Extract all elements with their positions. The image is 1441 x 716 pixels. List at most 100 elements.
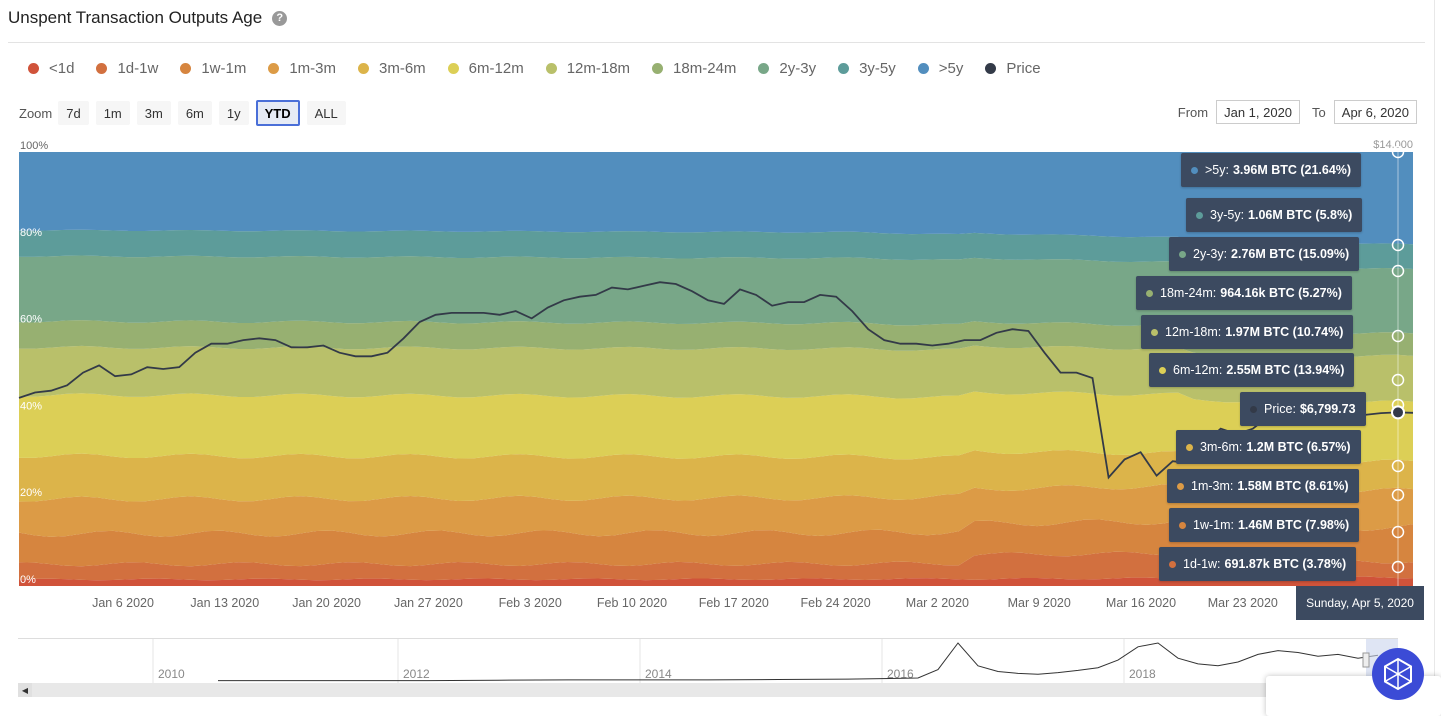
- legend-item[interactable]: 1m-3m: [268, 60, 336, 77]
- area-band->5y[interactable]: [19, 152, 1413, 245]
- area-band-1d-1w[interactable]: [19, 551, 1413, 581]
- tooltip-label: 6m-12m:: [1173, 363, 1223, 377]
- tooltip-value: 1.2M BTC (6.57%): [1246, 440, 1351, 454]
- legend-label: 3m-6m: [379, 60, 426, 77]
- series-tooltip: 1d-1w: 691.87k BTC (3.78%): [1159, 547, 1357, 581]
- x-tick-label: Mar 2 2020: [906, 596, 969, 610]
- area-band-1w-1m[interactable]: [19, 519, 1413, 567]
- legend-item[interactable]: Price: [985, 60, 1041, 77]
- area-band-3y-5y[interactable]: [19, 229, 1413, 270]
- legend-dot-icon: [447, 63, 459, 74]
- to-label: To: [1312, 104, 1326, 120]
- legend-item[interactable]: 1w-1m: [180, 60, 246, 77]
- tooltip-label: 18m-24m:: [1160, 286, 1217, 300]
- tooltip-value: 691.87k BTC (3.78%): [1224, 557, 1347, 571]
- legend-label: 3y-5y: [859, 60, 896, 77]
- tooltip-dot-icon: [1146, 289, 1153, 297]
- zoom-button-3m[interactable]: 3m: [136, 101, 171, 125]
- navigator[interactable]: 2010 2012 2014 2016 2018: [18, 638, 1398, 683]
- y2-tick-label: $14,000: [1373, 139, 1413, 151]
- hover-point-marker: [1391, 373, 1405, 387]
- hover-point-marker: [1391, 525, 1405, 539]
- legend-item[interactable]: 6m-12m: [447, 60, 524, 77]
- legend-item[interactable]: 2y-3y: [758, 60, 816, 77]
- tooltip-dot-icon: [1159, 366, 1166, 374]
- legend-label: 12m-18m: [566, 60, 631, 77]
- series-tooltip: 2y-3y: 2.76M BTC (15.09%): [1169, 237, 1360, 271]
- tooltip-value: 3.96M BTC (21.64%): [1232, 163, 1352, 177]
- tooltip-label: 1w-1m:: [1193, 518, 1234, 532]
- legend-label: 18m-24m: [673, 60, 737, 77]
- series-tooltip: Price: $6,799.73: [1240, 392, 1366, 426]
- legend-item[interactable]: >5y: [917, 60, 963, 77]
- x-tick-label: Feb 24 2020: [800, 596, 870, 610]
- title-divider: [8, 42, 1425, 43]
- tooltip-dot-icon: [1250, 405, 1257, 413]
- zoom-button-all[interactable]: ALL: [306, 101, 346, 125]
- area-band-1m-3m[interactable]: [19, 483, 1413, 537]
- navigator-chart[interactable]: 2010 2012 2014 2016 2018: [18, 639, 1398, 683]
- series-tooltip: 6m-12m: 2.55M BTC (13.94%): [1149, 353, 1355, 387]
- y-tick-label: 60%: [20, 314, 42, 326]
- area-band-2y-3y[interactable]: [19, 255, 1413, 334]
- hover-point-marker: [1391, 329, 1405, 343]
- area-band-12m-18m[interactable]: [19, 345, 1413, 404]
- scroll-left-arrow-icon[interactable]: ◀: [18, 683, 32, 697]
- legend-item[interactable]: <1d: [28, 60, 74, 77]
- tooltip-dot-icon: [1196, 211, 1203, 219]
- zoom-button-ytd[interactable]: YTD: [255, 100, 300, 126]
- legend-item[interactable]: 3y-5y: [838, 60, 896, 77]
- tooltip-label: 1d-1w:: [1183, 557, 1221, 571]
- hover-point-marker: [1391, 238, 1405, 252]
- x-tick-label: Feb 17 2020: [699, 596, 769, 610]
- navigator-scrollbar[interactable]: [18, 683, 1268, 697]
- tooltip-dot-icon: [1177, 482, 1184, 490]
- legend-label: 6m-12m: [468, 60, 524, 77]
- area-band-18m-24m[interactable]: [19, 320, 1413, 358]
- tooltip-dot-icon: [1191, 166, 1198, 174]
- legend-item[interactable]: 1d-1w: [96, 60, 158, 77]
- legend-dot-icon: [180, 63, 192, 74]
- legend: <1d 1d-1w 1w-1m 1m-3m 3m-6m 6m-12m 12m-18m 18m-…: [28, 60, 1063, 77]
- area-band-6m-12m[interactable]: [19, 391, 1413, 464]
- navigator-year-label: 2010: [158, 667, 185, 681]
- hover-point-marker: [1391, 488, 1405, 502]
- series-tooltip: 3m-6m: 1.2M BTC (6.57%): [1176, 430, 1361, 464]
- zoom-button-1y[interactable]: 1y: [218, 101, 249, 125]
- legend-dot-icon: [268, 63, 280, 74]
- hover-point-marker: [1391, 264, 1405, 278]
- legend-item[interactable]: 18m-24m: [652, 60, 736, 77]
- tooltip-label: >5y:: [1205, 163, 1229, 177]
- utxo-age-chart[interactable]: 0% 20% 40% 60% 80% 100% $14,000 Jan 6 2020 Jan 1…: [0, 130, 1441, 630]
- zoom-button-7d[interactable]: 7d: [58, 101, 89, 125]
- legend-item[interactable]: 12m-18m: [545, 60, 631, 77]
- zoom-button-6m[interactable]: 6m: [177, 101, 212, 125]
- to-date-input[interactable]: Apr 6, 2020: [1333, 100, 1417, 124]
- x-tick-label: Jan 27 2020: [394, 596, 463, 610]
- area-band-<1d[interactable]: [19, 576, 1413, 586]
- tooltip-label: Price:: [1264, 402, 1296, 416]
- panel-border: [1434, 0, 1435, 716]
- legend-dot-icon: [358, 63, 369, 74]
- hover-point-marker: [1391, 560, 1405, 574]
- y-tick-label: 80%: [20, 227, 42, 239]
- navigator-handle-icon[interactable]: [1362, 652, 1370, 668]
- area-band-3m-6m[interactable]: [19, 450, 1413, 502]
- x-tick-label: Jan 13 2020: [190, 596, 259, 610]
- legend-item[interactable]: 3m-6m: [358, 60, 426, 77]
- navigator-year-label: 2014: [645, 667, 672, 681]
- from-date-input[interactable]: Jan 1, 2020: [1216, 100, 1301, 124]
- hover-point-marker: [1391, 145, 1405, 159]
- hover-point-marker: [1391, 459, 1405, 473]
- help-icon[interactable]: ?: [272, 10, 288, 26]
- page-title: Unspent Transaction Outputs Age: [8, 8, 263, 27]
- tooltip-value: 2.55M BTC (13.94%): [1226, 363, 1345, 377]
- tooltip-label: 1m-3m:: [1191, 479, 1234, 493]
- zoom-button-1m[interactable]: 1m: [95, 101, 130, 125]
- legend-label: 1m-3m: [289, 60, 336, 77]
- navigator-price-line: [218, 642, 1379, 682]
- intotheblock-logo-icon[interactable]: [1372, 648, 1424, 700]
- x-tick-label: Jan 20 2020: [292, 596, 361, 610]
- legend-dot-icon: [985, 63, 997, 74]
- date-range: From Jan 1, 2020 To Apr 6, 2020: [1178, 100, 1417, 124]
